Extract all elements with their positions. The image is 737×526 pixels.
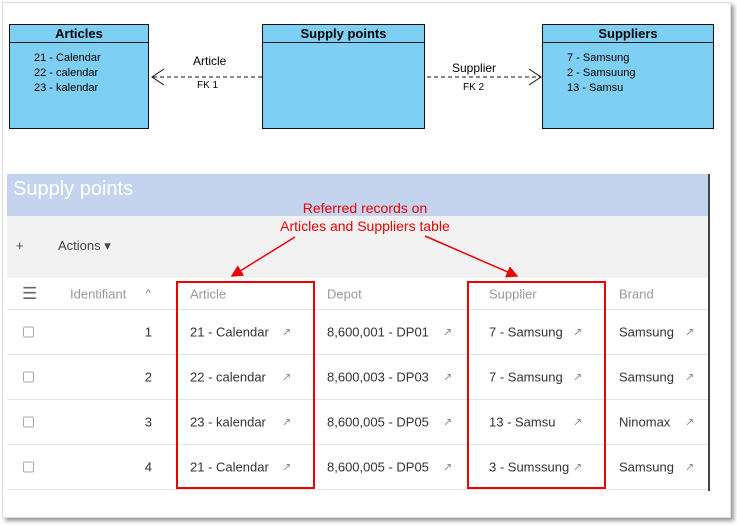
external-link-icon[interactable]: ↗: [573, 326, 583, 339]
cell-supplier: 7 - Samsung: [489, 369, 563, 385]
cell-brand: Ninomax: [619, 414, 671, 430]
column-article[interactable]: Article: [190, 286, 227, 301]
external-link-icon[interactable]: ↗: [685, 371, 695, 384]
cell-depot: 8,600,001 - DP01: [327, 324, 429, 340]
cell-article: 23 - kalendar: [190, 414, 266, 430]
cell-depot: 8,600,005 - DP05: [327, 459, 429, 475]
entity-item: 2 - Samsuung: [567, 67, 636, 79]
table-row[interactable]: 1 21 - Calendar ↗ 8,600,001 - DP01 ↗ 7 -…: [7, 310, 708, 355]
cell-supplier: 7 - Samsung: [489, 324, 563, 340]
cell-article: 21 - Calendar: [190, 459, 269, 475]
supply-points-entity: Supply points: [262, 24, 425, 129]
cell-id: 3: [144, 414, 152, 430]
cell-id: 4: [144, 459, 152, 475]
entity-title: Suppliers: [543, 25, 713, 43]
supply-points-panel: Supply points + Actions ▾ ☰ Identifiant …: [7, 174, 710, 491]
cell-article: 22 - calendar: [190, 369, 266, 385]
arrow-head-icon: [151, 68, 165, 86]
column-brand[interactable]: Brand: [619, 286, 654, 301]
cell-brand: Samsung: [619, 369, 674, 385]
articles-entity: Articles 21 - Calendar 22 - calendar 23 - …: [9, 24, 149, 129]
annotation-line: Articles and Suppliers table: [280, 218, 450, 234]
highlight-article-column: [176, 281, 315, 489]
annotation: Referred records on Articles and Supplier…: [250, 199, 480, 235]
column-identifiant[interactable]: Identifiant: [70, 286, 127, 301]
row-checkbox[interactable]: [23, 461, 34, 473]
cell-brand: Samsung: [619, 324, 674, 340]
cell-supplier: 13 - Samsu: [489, 414, 556, 430]
fk-label: FK 1: [197, 80, 219, 91]
table-row[interactable]: 3 23 - kalendar ↗ 8,600,005 - DP05 ↗ 13 …: [7, 400, 708, 445]
column-supplier[interactable]: Supplier: [489, 286, 537, 301]
external-link-icon[interactable]: ↗: [573, 371, 583, 384]
toolbar: + Actions ▾: [7, 216, 708, 278]
external-link-icon[interactable]: ↗: [282, 416, 292, 429]
row-checkbox[interactable]: [23, 416, 34, 428]
cell-id: 2: [144, 369, 152, 385]
external-link-icon[interactable]: ↗: [443, 326, 453, 339]
entity-item: 13 - Samsu: [567, 82, 624, 94]
cell-depot: 8,600,003 - DP03: [327, 369, 429, 385]
external-link-icon[interactable]: ↗: [443, 416, 453, 429]
actions-menu[interactable]: Actions ▾: [58, 238, 111, 253]
entity-item: 22 - calendar: [34, 67, 99, 79]
row-checkbox[interactable]: [23, 326, 34, 338]
entity-title: Articles: [10, 25, 148, 43]
entity-item: 23 - kalendar: [34, 82, 99, 94]
highlight-supplier-column: [467, 281, 606, 489]
table-row[interactable]: 2 22 - calendar ↗ 8,600,003 - DP03 ↗ 7 -…: [7, 355, 708, 400]
external-link-icon[interactable]: ↗: [685, 326, 695, 339]
arrow-head-icon: [528, 68, 542, 86]
add-button[interactable]: +: [16, 238, 24, 253]
entity-title: Supply points: [263, 25, 424, 43]
row-checkbox[interactable]: [23, 371, 34, 383]
external-link-icon[interactable]: ↗: [443, 461, 453, 474]
cell-supplier: 3 - Sumssung: [489, 459, 570, 475]
cell-id: 1: [144, 324, 152, 340]
external-link-icon[interactable]: ↗: [443, 371, 453, 384]
annotation-arrow: [230, 236, 296, 277]
cell-depot: 8,600,005 - DP05: [327, 414, 429, 430]
external-link-icon[interactable]: ↗: [282, 461, 292, 474]
external-link-icon[interactable]: ↗: [685, 461, 695, 474]
annotation-line: Referred records on: [302, 200, 428, 216]
link-label: Article: [193, 54, 227, 68]
suppliers-entity: Suppliers 7 - Samsung 2 - Samsuung 13 - Sa…: [542, 24, 714, 129]
table-header: ☰ Identifiant ^ Article Depot Supplier B…: [7, 278, 708, 310]
panel-title: Supply points: [7, 174, 708, 216]
external-link-icon[interactable]: ↗: [685, 416, 695, 429]
cell-brand: Samsung: [619, 459, 674, 475]
column-depot[interactable]: Depot: [327, 286, 362, 301]
external-link-icon[interactable]: ↗: [573, 416, 583, 429]
sort-asc-icon[interactable]: ^: [146, 288, 151, 299]
link-label: Supplier: [452, 61, 497, 75]
external-link-icon[interactable]: ↗: [573, 461, 583, 474]
fk-label: FK 2: [463, 82, 485, 93]
cell-article: 21 - Calendar: [190, 324, 269, 340]
table-row[interactable]: 4 21 - Calendar ↗ 8,600,005 - DP05 ↗ 3 -…: [7, 445, 708, 490]
external-link-icon[interactable]: ↗: [282, 326, 292, 339]
entity-item: 21 - Calendar: [34, 52, 101, 64]
annotation-arrow: [424, 235, 519, 278]
entity-item: 7 - Samsung: [567, 52, 630, 64]
menu-icon[interactable]: ☰: [22, 283, 38, 303]
external-link-icon[interactable]: ↗: [282, 371, 292, 384]
